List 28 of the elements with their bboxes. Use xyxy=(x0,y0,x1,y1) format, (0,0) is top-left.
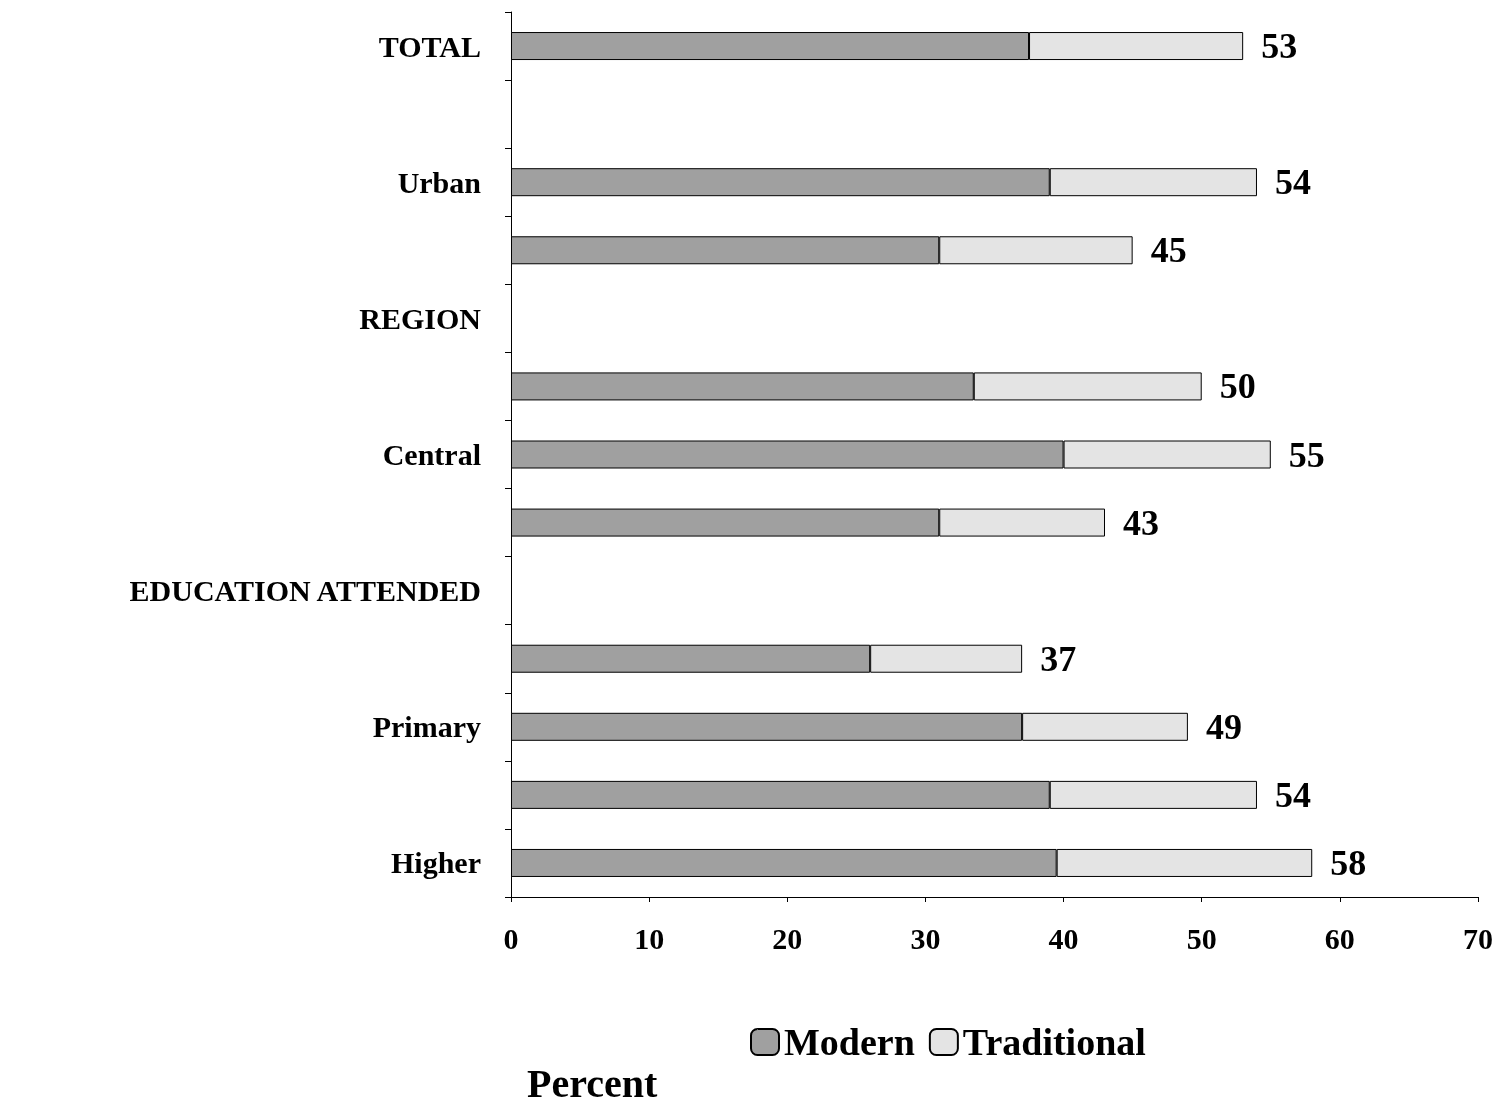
legend-label: Traditional xyxy=(962,1021,1146,1063)
total-label: 55 xyxy=(1288,434,1325,475)
y-tick-label: Higher xyxy=(391,846,481,880)
total-label: 53 xyxy=(1261,26,1298,67)
total-label: 43 xyxy=(1123,502,1160,543)
y-tick-label: Primary xyxy=(372,710,481,744)
x-tick-label: 0 xyxy=(503,921,519,955)
x-axis-title: Percent xyxy=(527,1060,658,1102)
total-label: 54 xyxy=(1274,162,1311,203)
total-label: 54 xyxy=(1274,774,1311,815)
total-label: 49 xyxy=(1205,706,1242,747)
x-tick-label: 40 xyxy=(1048,921,1079,955)
total-label: 58 xyxy=(1330,842,1367,883)
y-tick-label: TOTAL xyxy=(378,29,481,63)
x-tick-label: 50 xyxy=(1186,921,1217,955)
legend-label: Modern xyxy=(784,1021,915,1063)
x-tick-label: 20 xyxy=(772,921,803,955)
x-tick-label: 60 xyxy=(1324,921,1355,955)
y-tick-label: Urban xyxy=(397,165,482,199)
total-label: 37 xyxy=(1040,638,1077,679)
x-tick-label: 10 xyxy=(634,921,665,955)
y-tick-label: Central xyxy=(382,438,481,471)
y-tick-label: REGION xyxy=(359,301,482,335)
total-label: 45 xyxy=(1150,230,1187,271)
total-label: 50 xyxy=(1219,366,1256,407)
x-tick-label: 30 xyxy=(910,921,941,955)
y-tick-label: EDUCATION ATTENDED xyxy=(129,574,481,608)
x-tick-label: 70 xyxy=(1463,921,1493,955)
